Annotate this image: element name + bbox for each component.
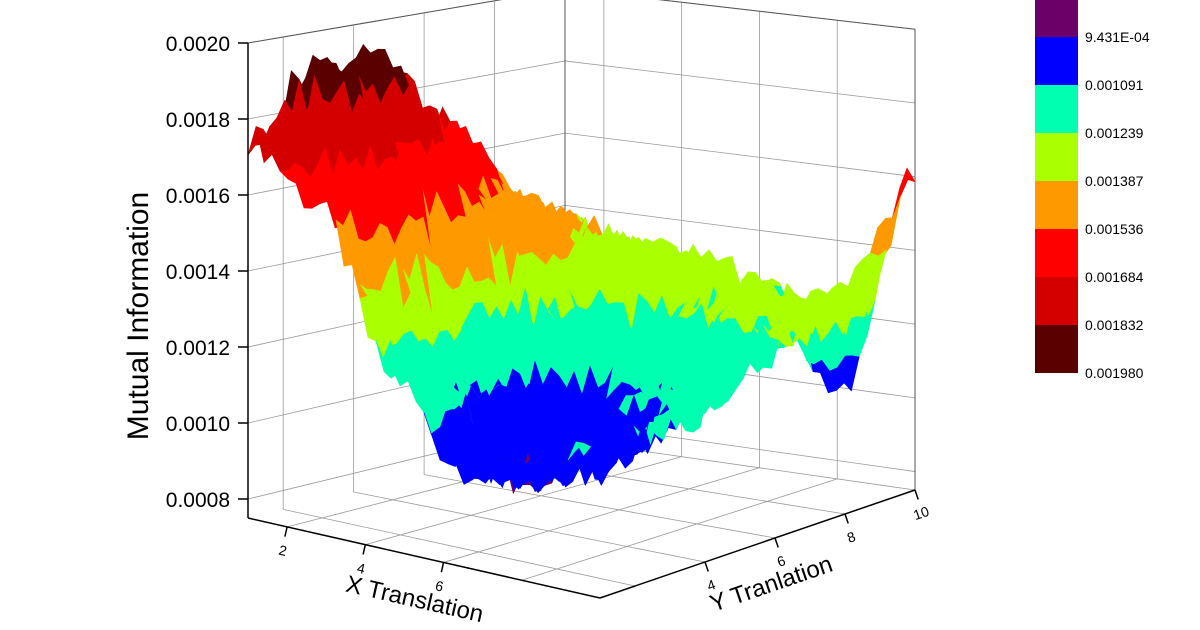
x-tick-label: 4 (356, 560, 367, 577)
wall-gridline (247, 0, 502, 44)
colorbar-band (1035, 133, 1078, 181)
colorbar: 9.431E-04 0.001091 0.001239 0.001387 0.00153… (1035, 0, 1150, 381)
wall-gridline (658, 0, 916, 30)
z-tick-label: 0.0008 (166, 489, 230, 512)
floor-gridline (365, 456, 682, 546)
x-axis-line (247, 517, 601, 599)
wall-gridline (564, 132, 916, 178)
surface-plot (247, 44, 916, 494)
x-axis-tick (362, 544, 367, 555)
surface-cell (899, 167, 916, 189)
x-axis-label: X Translation (343, 571, 486, 628)
colorbar-label: 0.001980 (1085, 365, 1144, 381)
z-tick-label: 0.0010 (166, 413, 230, 436)
z-tick-label: 0.0016 (166, 185, 230, 208)
x-tick-label: 2 (277, 542, 288, 559)
y-tick-label: 8 (845, 528, 858, 546)
colorbar-band (1035, 181, 1078, 229)
colorbar-label: 0.001832 (1085, 317, 1144, 333)
wall-edge (247, 0, 503, 44)
x-tick-label: 6 (434, 577, 445, 594)
y-axis-label: Y Tranlation (707, 551, 836, 618)
colorbar-band (1035, 229, 1078, 277)
floor-gridline (353, 491, 706, 563)
x-axis-tick (284, 526, 288, 537)
y-axis-tick (774, 537, 779, 548)
floor-gridline (283, 508, 636, 587)
colorbar-band (1035, 277, 1078, 325)
colorbar-label: 0.001684 (1085, 269, 1144, 285)
x-axis-tick (440, 562, 445, 573)
colorbar-band (1035, 37, 1078, 85)
y-axis-tick (914, 489, 919, 500)
z-axis-label: Mutual Information (122, 192, 155, 440)
z-tick-label: 0.0020 (166, 33, 230, 56)
colorbar-label: 0.001091 (1085, 77, 1144, 93)
colorbar-band (1035, 325, 1078, 373)
wall-gridline (564, 60, 916, 104)
y-axis-tick (704, 561, 709, 572)
y-axis-tick (844, 513, 849, 524)
y-tick-label: 10 (911, 503, 931, 523)
floor-gridline (443, 467, 760, 563)
floor-gridline (424, 474, 776, 539)
z-tick-label: 0.0018 (166, 109, 230, 132)
wall-edge (657, 0, 916, 30)
floor-gridline (521, 478, 838, 581)
colorbar-band (1035, 85, 1078, 133)
colorbar-label: 0.001387 (1085, 173, 1144, 189)
z-tick-label: 0.0012 (166, 337, 230, 360)
colorbar-label: 0.001536 (1085, 221, 1144, 237)
colorbar-label: 0.001239 (1085, 125, 1144, 141)
z-tick-label: 0.0014 (166, 261, 231, 284)
surface-cell (591, 444, 608, 466)
colorbar-label: 9.431E-04 (1085, 29, 1150, 45)
y-axis-line (599, 489, 916, 599)
wall-gridline (564, 204, 916, 251)
colorbar-band (1035, 0, 1078, 37)
